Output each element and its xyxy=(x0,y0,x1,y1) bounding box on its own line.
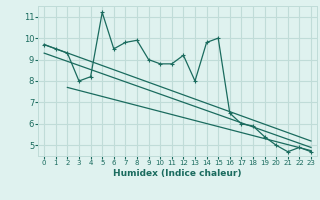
X-axis label: Humidex (Indice chaleur): Humidex (Indice chaleur) xyxy=(113,169,242,178)
